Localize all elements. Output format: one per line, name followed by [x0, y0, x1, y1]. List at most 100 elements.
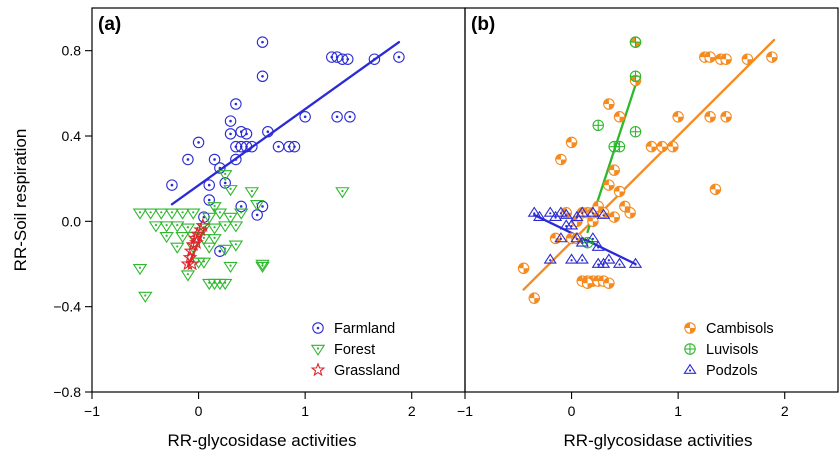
point-forest [207, 223, 222, 235]
point-cambisols [565, 136, 578, 149]
point-farmland [203, 179, 215, 191]
point-cambisols [560, 207, 572, 219]
point-forest [164, 208, 180, 220]
point-cambisols [613, 185, 626, 198]
trend-line-podzols [533, 213, 637, 266]
panel-b-points [517, 36, 778, 304]
point-podzols [586, 232, 600, 243]
point-forest [233, 208, 249, 220]
legend-label: Podzols [706, 363, 758, 379]
x-tick-label: 0 [568, 403, 576, 419]
point-podzols [591, 257, 605, 268]
point-forest [218, 221, 233, 233]
point-farmland [344, 111, 356, 123]
legend-marker-farmland [312, 322, 324, 334]
point-forest [180, 223, 196, 235]
legend-marker-luvisols [684, 343, 696, 355]
point-cambisols [603, 277, 615, 289]
point-cambisols [720, 53, 732, 65]
panel-a-legend: Farmland Forest Grassland [310, 321, 400, 379]
point-forest [335, 187, 350, 199]
point-farmland [240, 128, 253, 140]
x-tick-label: 2 [408, 403, 416, 419]
point-farmland [272, 140, 285, 153]
point-cambisols [704, 111, 716, 123]
x-tick-label: −1 [457, 403, 473, 419]
legend-label: Luvisols [706, 342, 758, 358]
legend-item-luvisols: Luvisols [684, 342, 758, 358]
y-tick-label: −0.8 [53, 384, 81, 400]
point-forest [212, 208, 228, 220]
legend-marker-forest [310, 344, 326, 356]
point-forest [154, 208, 169, 220]
point-farmland [214, 162, 226, 174]
point-podzols [575, 206, 589, 217]
point-forest [202, 242, 217, 254]
panel-a-frame [91, 7, 466, 393]
x-tick-label: −1 [84, 403, 100, 419]
point-farmland [342, 53, 354, 65]
y-tick-label: 0.8 [62, 43, 82, 59]
point-farmland [224, 115, 237, 127]
point-podzols [575, 253, 589, 264]
point-podzols [612, 257, 627, 268]
point-cambisols [608, 211, 620, 223]
point-forest [180, 270, 196, 282]
point-cambisols [581, 277, 594, 289]
point-farmland [368, 53, 381, 65]
point-farmland [235, 200, 247, 213]
point-podzols [564, 219, 579, 230]
point-grassland [187, 230, 203, 245]
point-farmland [246, 140, 258, 153]
point-farmland [262, 125, 274, 138]
point-forest [170, 221, 185, 233]
point-forest [244, 187, 260, 199]
point-cambisols [603, 98, 615, 110]
series-podzols [527, 206, 643, 268]
point-forest [202, 212, 217, 224]
y-axis-title: RR-Soil respiration [11, 129, 30, 272]
point-forest [159, 221, 174, 233]
legend-label: Cambisols [706, 321, 774, 337]
point-podzols [532, 210, 547, 221]
panel-a-points [132, 36, 405, 303]
point-farmland [230, 153, 242, 166]
trend-line-cambisols [522, 38, 776, 291]
legend-marker-cambisols [684, 322, 696, 334]
point-forest [228, 240, 244, 252]
point-farmland [256, 70, 269, 83]
point-grassland [193, 222, 209, 237]
point-cambisols [656, 140, 668, 153]
point-forest [132, 208, 148, 220]
point-cambisols [766, 51, 778, 63]
point-cambisols [624, 207, 636, 219]
point-forest [228, 221, 244, 233]
panel-b-x-axis: −1 0 1 2 [457, 392, 789, 419]
point-forest [218, 170, 233, 182]
y-tick-label: 0.0 [62, 213, 82, 229]
x-tick-label: 2 [781, 403, 789, 419]
point-podzols [564, 253, 579, 264]
panel-a-trend-lines [170, 40, 401, 268]
point-grassland [190, 226, 205, 241]
point-farmland [219, 177, 231, 189]
point-cambisols [645, 140, 658, 153]
legend-label: Farmland [334, 321, 395, 337]
trend-line-farmland [170, 40, 401, 206]
x-tick-label: 1 [674, 403, 682, 419]
point-podzols [554, 206, 568, 217]
point-farmland [393, 51, 405, 63]
point-forest [249, 199, 265, 212]
point-luvisols [629, 36, 642, 48]
point-forest [143, 208, 158, 220]
point-cambisols [555, 153, 567, 166]
point-cambisols [672, 111, 684, 123]
point-cambisols [603, 179, 615, 191]
y-tick-label: 0.4 [62, 128, 82, 144]
panel-b-x-axis-title: RR-glycosidase activities [564, 431, 753, 450]
point-podzols [602, 253, 616, 264]
point-luvisols [613, 140, 626, 153]
point-grassland [189, 234, 204, 249]
